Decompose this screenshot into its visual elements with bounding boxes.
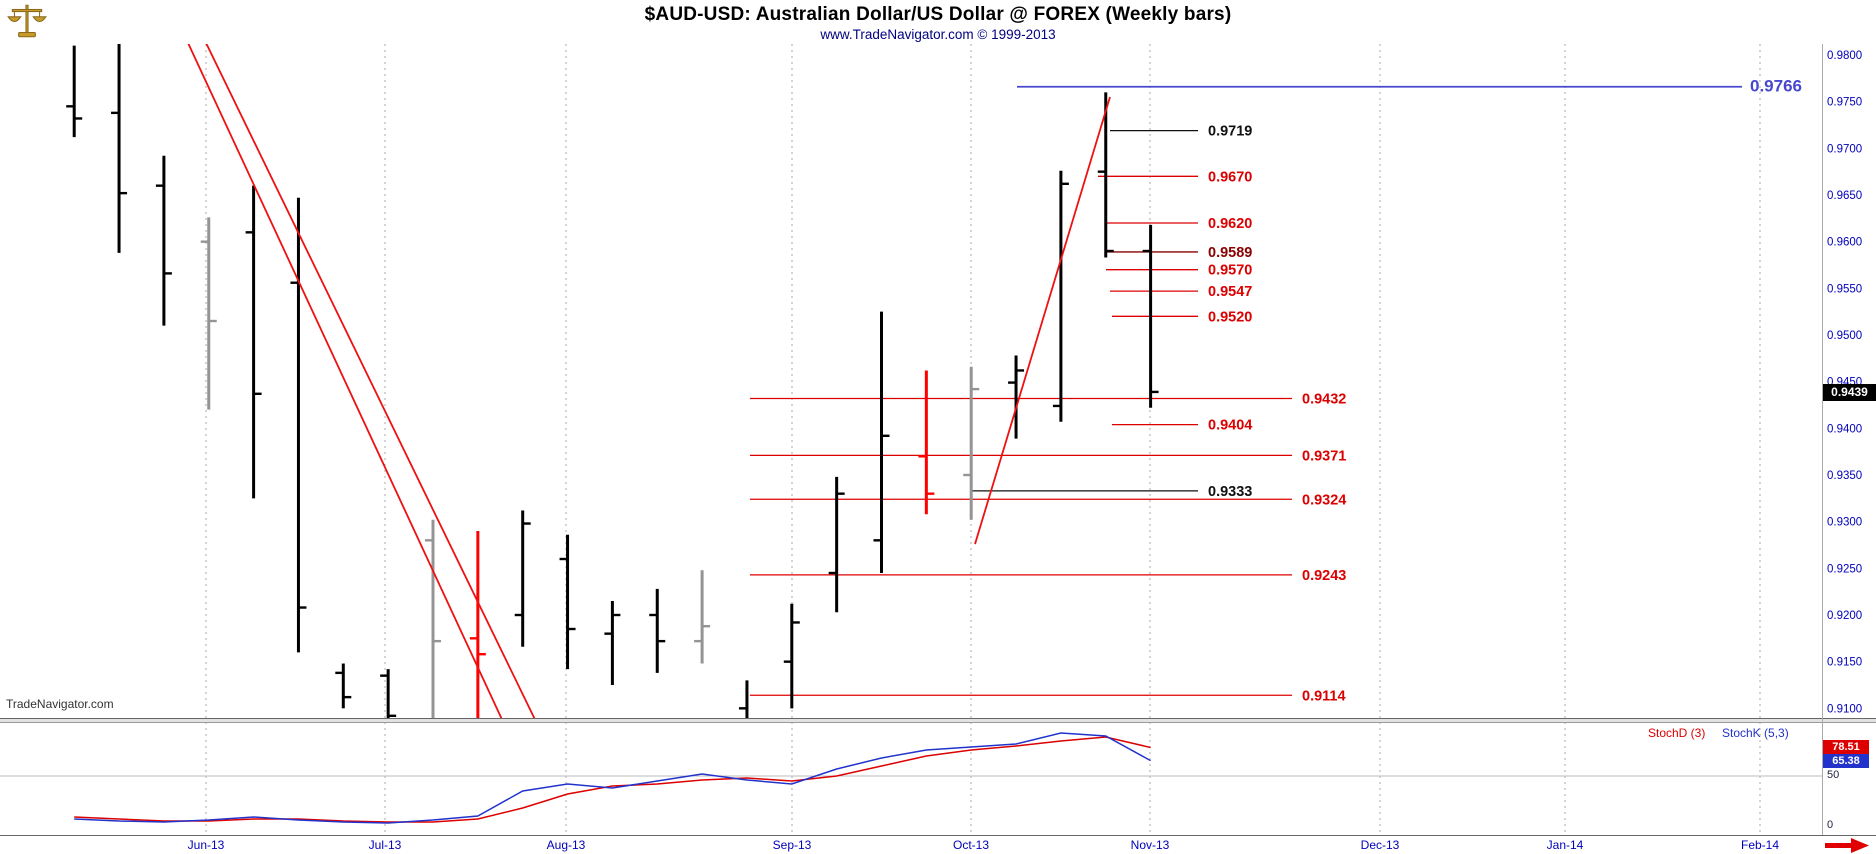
- price-bar: [559, 534, 576, 670]
- time-axis-label: Sep-13: [773, 838, 812, 852]
- stochk-value-badge: 65.38: [1823, 753, 1869, 768]
- price-bar: [1008, 355, 1025, 439]
- price-bar: [1142, 224, 1159, 408]
- price-bar: [1097, 92, 1114, 258]
- level-label: 0.9620: [1208, 216, 1252, 232]
- level-label: 0.9670: [1208, 169, 1252, 185]
- price-axis-label: 0.9300: [1827, 517, 1862, 529]
- time-axis-label: Dec-13: [1361, 838, 1400, 852]
- price-bar: [1052, 170, 1069, 422]
- price-axis-label: 0.9750: [1827, 97, 1862, 109]
- price-axis-label: 0.9150: [1827, 657, 1862, 669]
- level-label: 0.9333: [1208, 484, 1252, 500]
- price-bar: [200, 217, 217, 410]
- scales-logo-graphic: [7, 4, 47, 38]
- time-axis-label: Jul-13: [369, 838, 402, 852]
- price-bar: [469, 530, 486, 718]
- price-bar: [828, 476, 845, 613]
- stochk-line: [74, 732, 1151, 824]
- price-bar: [783, 603, 800, 709]
- pane-divider[interactable]: [0, 718, 1876, 722]
- stochd-line: [74, 736, 1151, 823]
- price-bar: [963, 366, 980, 520]
- stoch-axis-label-50: 50: [1827, 769, 1840, 781]
- level-label: 0.9719: [1208, 124, 1252, 140]
- price-axis-label: 0.9200: [1827, 610, 1862, 622]
- price-axis-label: 0.9100: [1827, 703, 1862, 715]
- price-axis-label: 0.9650: [1827, 190, 1862, 202]
- price-axis-label: 0.9800: [1827, 50, 1862, 62]
- stoch-axis-label-0: 0: [1827, 819, 1834, 831]
- tradenavigator-logo-icon: [5, 2, 49, 40]
- price-bar: [514, 510, 531, 647]
- level-label: 0.9114: [1302, 688, 1346, 704]
- right-arrow-icon: [1825, 838, 1869, 853]
- price-axis-label: 0.9700: [1827, 143, 1862, 155]
- stochd-legend-label: StochD (3): [1648, 726, 1706, 740]
- chart-header: $AUD-USD: Australian Dollar/US Dollar @ …: [0, 0, 1876, 44]
- trendline[interactable]: [974, 96, 1111, 545]
- price-bar: [604, 600, 621, 685]
- price-bar: [738, 680, 749, 718]
- level-label: 0.9371: [1302, 448, 1346, 464]
- time-axis-label: Feb-14: [1741, 838, 1779, 852]
- price-bar: [66, 45, 83, 138]
- price-axis-label: 0.9500: [1827, 330, 1862, 342]
- time-axis-label: Oct-13: [953, 838, 989, 852]
- watermark: TradeNavigator.com: [6, 697, 114, 711]
- level-label: 0.9520: [1208, 309, 1252, 325]
- price-bar: [245, 185, 262, 499]
- price-bar: [649, 588, 666, 673]
- price-bar: [380, 669, 397, 718]
- price-axis-label: 0.9600: [1827, 237, 1862, 249]
- chart-title: $AUD-USD: Australian Dollar/US Dollar @ …: [644, 4, 1232, 25]
- price-axis-label: 0.9250: [1827, 563, 1862, 575]
- level-label: 0.9324: [1302, 492, 1346, 508]
- price-bar: [335, 663, 352, 709]
- level-label: 0.9766: [1750, 77, 1802, 96]
- time-axis-label: Aug-13: [547, 838, 586, 852]
- price-bar: [694, 570, 711, 664]
- price-bar: [873, 311, 890, 573]
- level-label: 0.9589: [1208, 245, 1252, 261]
- price-bar: [155, 155, 172, 326]
- trendline[interactable]: [205, 43, 536, 720]
- level-label: 0.9432: [1302, 391, 1346, 407]
- stochd-value-badge: 78.51: [1823, 740, 1869, 755]
- time-axis-label: Jun-13: [188, 838, 225, 852]
- price-axis-label: 0.9400: [1827, 423, 1862, 435]
- price-bars: [66, 44, 1159, 718]
- price-axis-label: 0.9350: [1827, 470, 1862, 482]
- price-axis-label: 0.9550: [1827, 283, 1862, 295]
- level-label: 0.9404: [1208, 418, 1252, 434]
- level-label: 0.9570: [1208, 263, 1252, 279]
- time-axis-label: Jan-14: [1547, 838, 1584, 852]
- stochk-legend-label: StochK (5,3): [1722, 726, 1789, 740]
- price-bar: [111, 44, 128, 253]
- price-bar: [290, 197, 307, 653]
- chart-subtitle: www.TradeNavigator.com © 1999-2013: [820, 27, 1056, 42]
- scroll-right-arrow[interactable]: [1824, 838, 1870, 853]
- level-label: 0.9547: [1208, 284, 1252, 300]
- trendline[interactable]: [187, 43, 503, 720]
- price-bar: [918, 370, 935, 515]
- last-price-badge: 0.9439: [1823, 383, 1876, 401]
- time-axis-label: Nov-13: [1131, 838, 1170, 852]
- level-label: 0.9243: [1302, 568, 1346, 584]
- price-bar: [425, 519, 441, 718]
